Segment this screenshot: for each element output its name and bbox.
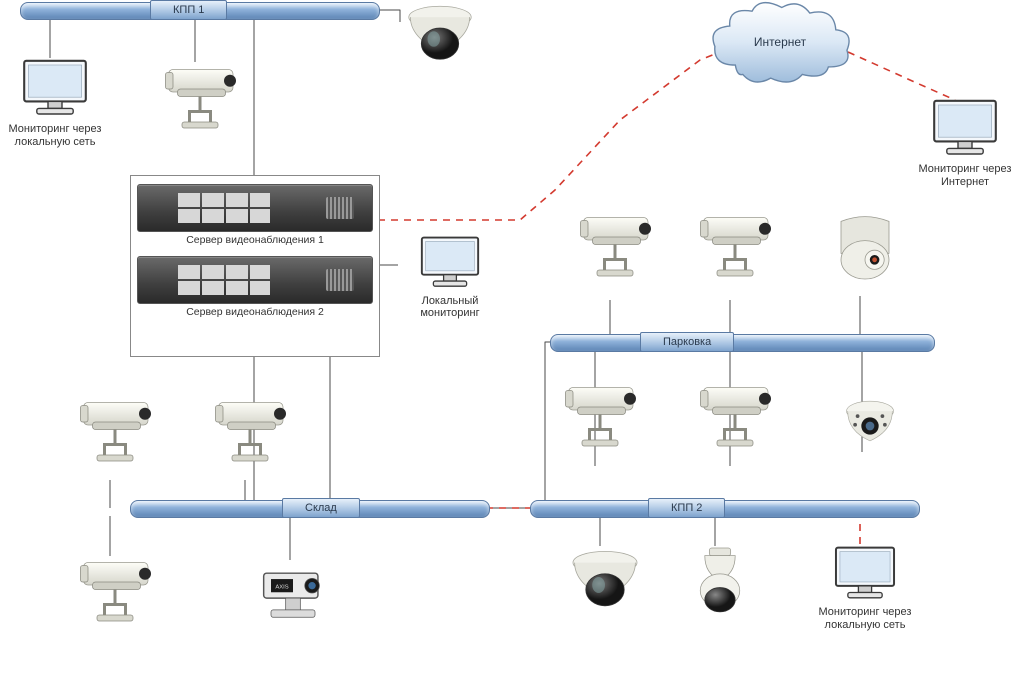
monitor-icon [418,235,482,293]
bus-label: Парковка [640,332,734,352]
dome-big-icon [565,545,645,617]
node-label: Мониторинг через локальную сеть [819,606,912,631]
monitor-icon [832,545,898,604]
box-camera-icon [155,62,245,130]
node-cam-sklad-4: AXIS [238,560,348,626]
box-camera-icon [690,210,780,278]
server-caption: Сервер видеонаблюдения 1 [131,234,379,246]
node-label: Мониторинг через локальную сеть [9,123,102,148]
node-mon-kpp2: Мониторинг через локальную сеть [800,545,930,632]
dome-big-icon [401,0,479,70]
svg-text:AXIS: AXIS [275,585,288,591]
node-mon-local: Локальный мониторинг [395,235,505,320]
node-cam-kpp1 [145,62,255,130]
box-camera-icon [690,380,780,448]
node-cam-park-b1 [545,380,655,448]
box-camera-icon [70,395,160,463]
pendant-icon [682,545,758,621]
node-cam-sklad-3 [60,555,170,623]
ptz-icon [825,215,905,291]
bus-label: Склад [282,498,360,518]
node-cloud: Интернет [700,0,860,93]
node-label: Мониторинг через Интернет [919,163,1012,188]
bus-bus-kpp1: КПП 1 [20,2,380,20]
cloud-icon: Интернет [705,0,855,93]
rack-server-icon [137,256,373,304]
server-enclosure: Сервер видеонаблюдения 1 Сервер видеонабл… [130,175,380,357]
node-cam-sklad-2 [195,395,305,463]
diagram-canvas: КПП 1 Парковка Склад КПП 2 Сервер видеонаблю… [0,0,1025,695]
server-caption: Сервер видеонаблюдения 2 [131,306,379,318]
node-cam-park-1 [560,210,670,278]
bus-bus-parking: Парковка [550,334,935,352]
box-camera-icon [70,555,160,623]
bus-bus-sklad: Склад [130,500,490,518]
bus-pipe [550,334,935,352]
node-cam-sklad-1 [60,395,170,463]
node-ptz-park [820,215,910,291]
rack-server-icon [137,184,373,232]
old-camera-icon: AXIS [249,560,337,626]
node-cam-park-b2 [680,380,790,448]
cloud-label: Интернет [705,35,855,49]
node-label: Локальный мониторинг [420,295,479,320]
bus-bus-kpp2: КПП 2 [530,500,920,518]
monitor-icon [930,98,1000,161]
node-pendant-kpp2 [680,545,760,621]
node-mini-dome-park [830,395,910,451]
mini-dome-icon [839,395,901,451]
bus-label: КПП 1 [150,0,227,20]
node-dome-kpp2 [560,545,650,617]
box-camera-icon [570,210,660,278]
node-mon-inet: Мониторинг через Интернет [905,98,1025,188]
box-camera-icon [205,395,295,463]
node-mon-lan-1: Мониторинг через локальную сеть [0,58,110,148]
node-dome-kpp1 [395,0,485,70]
node-cam-park-2 [680,210,790,278]
bus-label: КПП 2 [648,498,725,518]
monitor-icon [20,58,90,121]
box-camera-icon [555,380,645,448]
